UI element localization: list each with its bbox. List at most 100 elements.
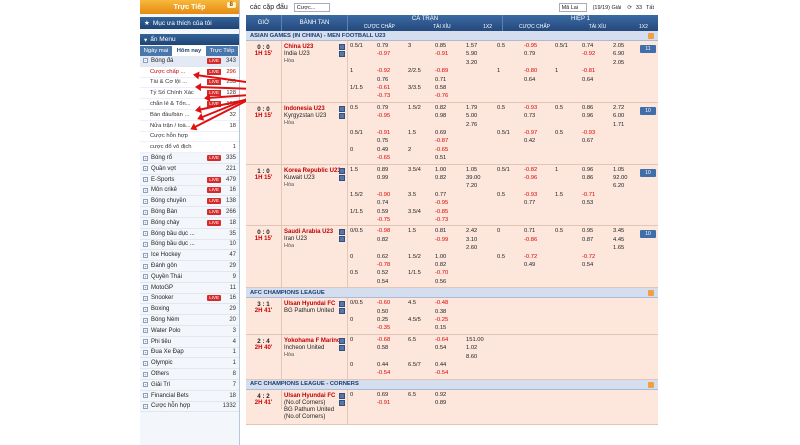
expand-icon[interactable]: +: [143, 187, 148, 193]
expand-icon[interactable]: +: [143, 403, 148, 409]
odds-cell[interactable]: -0.82: [524, 166, 538, 173]
collapse-icon[interactable]: [648, 33, 654, 39]
odds-cell[interactable]: 0.86: [582, 104, 594, 111]
odds-cell[interactable]: -0.60: [377, 300, 391, 307]
odds-cell[interactable]: 0.98: [435, 113, 447, 120]
sidebar-item-sport[interactable]: + Bóng Bàn LIVE 266: [140, 207, 239, 218]
tv-icon[interactable]: [339, 344, 345, 351]
odds-cell[interactable]: 0.95: [582, 228, 594, 235]
tv-icon[interactable]: [339, 51, 345, 57]
stats-icon[interactable]: [339, 337, 345, 344]
odds-cell[interactable]: 151.00: [466, 336, 484, 343]
tv-icon[interactable]: [339, 112, 345, 119]
expand-icon[interactable]: +: [143, 209, 148, 215]
odds-cell[interactable]: 0.74: [377, 200, 389, 207]
odds-cell[interactable]: 0.76: [377, 76, 389, 83]
league-header[interactable]: ASIAN GAMES (IN CHINA) - MEN FOOTBALL U2…: [246, 31, 658, 41]
odds-cell[interactable]: 0.64: [524, 76, 536, 83]
odds-cell[interactable]: -0.89: [435, 68, 449, 75]
sidebar-item-sport[interactable]: + Đánh gôn 29: [140, 261, 239, 272]
odds-cell[interactable]: 0.49: [524, 261, 536, 268]
odds-cell[interactable]: -0.35: [377, 325, 391, 332]
stats-icon[interactable]: [339, 167, 345, 174]
odds-cell[interactable]: -0.80: [524, 68, 538, 75]
submenu-item[interactable]: cược đổ vô địch 1: [140, 142, 239, 154]
odds-cell[interactable]: 0.54: [435, 345, 447, 352]
sidebar-item-sport[interactable]: + Bóng chày LIVE 18: [140, 218, 239, 229]
odds-cell[interactable]: 0.53: [582, 200, 594, 207]
odds-cell[interactable]: 39.00: [466, 174, 481, 181]
odds-cell[interactable]: 0.96: [582, 113, 594, 120]
tv-icon[interactable]: [339, 308, 345, 315]
stats-icon[interactable]: [339, 392, 345, 399]
league-header[interactable]: AFC CHAMPIONS LEAGUE: [246, 288, 658, 299]
more-bets-button[interactable]: 10: [640, 106, 656, 115]
odds-cell[interactable]: 5.90: [466, 51, 478, 58]
expand-icon[interactable]: +: [143, 263, 148, 269]
odds-cell[interactable]: 6.20: [613, 183, 625, 190]
odds-cell[interactable]: 2.60: [466, 245, 478, 252]
expand-icon[interactable]: +: [143, 177, 148, 183]
more-bets-button[interactable]: 11: [640, 45, 656, 53]
sidebar-item-sport[interactable]: + Bóng rổ LIVE 335: [140, 153, 239, 164]
sidebar-item-sport[interactable]: + Others 8: [140, 369, 239, 380]
odds-cell[interactable]: 0.50: [377, 308, 389, 315]
odds-cell[interactable]: 1.00: [435, 253, 447, 260]
odds-cell[interactable]: 0.49: [377, 146, 389, 153]
stats-icon[interactable]: [339, 229, 345, 236]
odds-cell[interactable]: 0.69: [377, 391, 389, 398]
odds-cell[interactable]: 0.89: [377, 166, 389, 173]
odds-cell[interactable]: 0.15: [435, 325, 447, 332]
odds-cell[interactable]: -0.92: [377, 68, 391, 75]
odds-cell[interactable]: 0.92: [435, 391, 447, 398]
odds-cell[interactable]: 0.79: [377, 104, 389, 111]
odds-cell[interactable]: -0.25: [435, 316, 449, 323]
odds-cell[interactable]: -0.72: [524, 253, 538, 260]
odds-cell[interactable]: -0.61: [377, 84, 391, 91]
odds-cell[interactable]: -0.93: [582, 129, 596, 136]
sidebar-item-sport[interactable]: + MotoGP 11: [140, 283, 239, 294]
expand-icon[interactable]: +: [143, 339, 148, 345]
odds-cell[interactable]: -0.81: [582, 68, 596, 75]
submenu-item[interactable]: Tỷ Số Chính Xác LIVE 128: [140, 88, 239, 100]
odds-cell[interactable]: -0.71: [582, 191, 596, 198]
sidebar-item-sport[interactable]: + Bóng chuyền LIVE 138: [140, 196, 239, 208]
bet-type-select[interactable]: Cược...: [293, 3, 330, 12]
tv-icon[interactable]: [339, 174, 345, 181]
sidebar-item-football[interactable]: − Bóng đá LIVE 343: [140, 56, 239, 67]
expand-icon[interactable]: +: [143, 231, 148, 237]
sidebar-item-sport[interactable]: + Water Polo 3: [140, 326, 239, 337]
odds-cell[interactable]: 0.54: [582, 261, 594, 268]
league-count[interactable]: (19/19) Giải: [592, 4, 622, 11]
odds-cell[interactable]: -0.76: [435, 93, 449, 100]
odds-cell[interactable]: 0.74: [582, 43, 594, 49]
stats-icon[interactable]: [339, 44, 345, 50]
odds-cell[interactable]: -0.93: [524, 104, 538, 111]
submenu-item[interactable]: Cược chấp ... LIVE 296: [140, 66, 239, 78]
expand-icon[interactable]: +: [143, 274, 148, 280]
menu-toggle[interactable]: ▾ ẩn Menu: [140, 34, 239, 45]
odds-cell[interactable]: 0.73: [524, 113, 536, 120]
expand-icon[interactable]: +: [143, 220, 148, 226]
odds-cell[interactable]: 3.10: [466, 236, 478, 243]
expand-icon[interactable]: +: [143, 317, 148, 323]
odds-cell[interactable]: 0.59: [377, 208, 389, 215]
odds-cell[interactable]: 0.71: [435, 76, 447, 83]
odds-cell[interactable]: 0.38: [435, 308, 447, 315]
odds-cell[interactable]: 1.65: [613, 245, 625, 252]
sidebar-item-sport[interactable]: + Quần vợt 221: [140, 164, 239, 175]
odds-cell[interactable]: -0.87: [435, 138, 449, 145]
odds-cell[interactable]: 0.56: [435, 278, 447, 285]
expand-icon[interactable]: +: [143, 382, 148, 388]
odds-cell[interactable]: 0.51: [435, 155, 447, 162]
odds-cell[interactable]: 2.05: [613, 43, 625, 49]
odds-cell[interactable]: -0.73: [435, 216, 449, 223]
odds-cell[interactable]: 1.71: [613, 121, 625, 128]
odds-cell[interactable]: 0.54: [377, 278, 389, 285]
odds-cell[interactable]: -0.97: [377, 51, 391, 58]
odds-cell[interactable]: 6.90: [613, 51, 625, 58]
expand-icon[interactable]: +: [143, 198, 148, 204]
expand-icon[interactable]: +: [143, 285, 148, 291]
odds-cell[interactable]: -0.64: [435, 336, 449, 343]
odds-cell[interactable]: -0.65: [377, 155, 391, 162]
